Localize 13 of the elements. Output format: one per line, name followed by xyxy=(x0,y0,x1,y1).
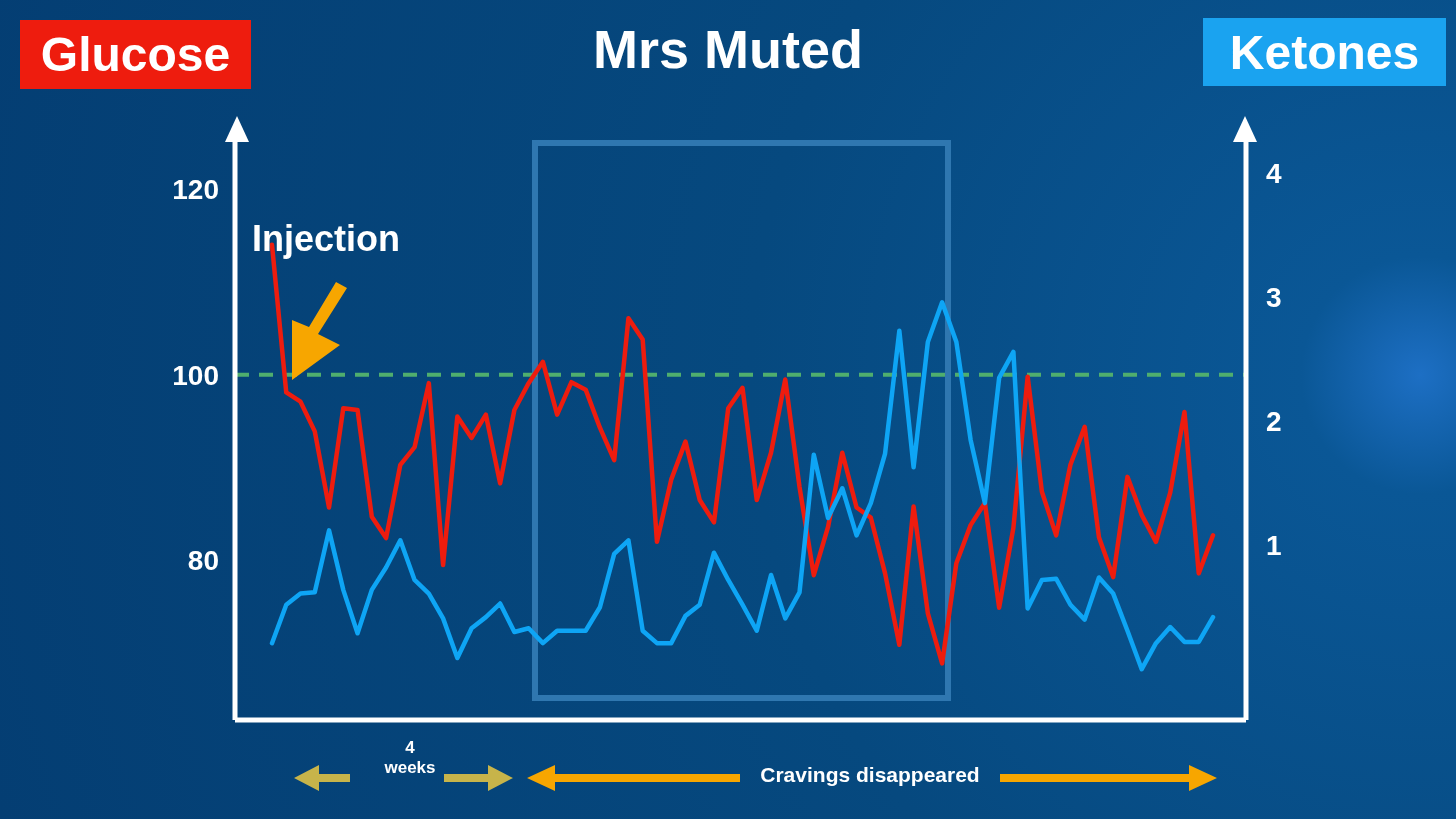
y-tick-label: 100 xyxy=(172,359,219,391)
annotation: Injection xyxy=(252,218,401,260)
text: 4 weeks xyxy=(383,738,437,778)
y2-tick-label: 3 xyxy=(1266,282,1282,314)
y2-tick-label: 2 xyxy=(1266,406,1282,438)
y2-axis-title: Ketones xyxy=(1203,18,1446,86)
chart-title: Mrs Muted xyxy=(593,19,863,79)
y-tick-label: 80 xyxy=(187,545,219,577)
y2-tick-label: 4 xyxy=(1266,158,1282,190)
text: Cravings disappeared xyxy=(759,763,981,787)
y2-tick-label: 1 xyxy=(1266,530,1282,562)
y-axis-title: Glucose xyxy=(20,20,251,89)
y-tick-label: 120 xyxy=(172,174,219,206)
